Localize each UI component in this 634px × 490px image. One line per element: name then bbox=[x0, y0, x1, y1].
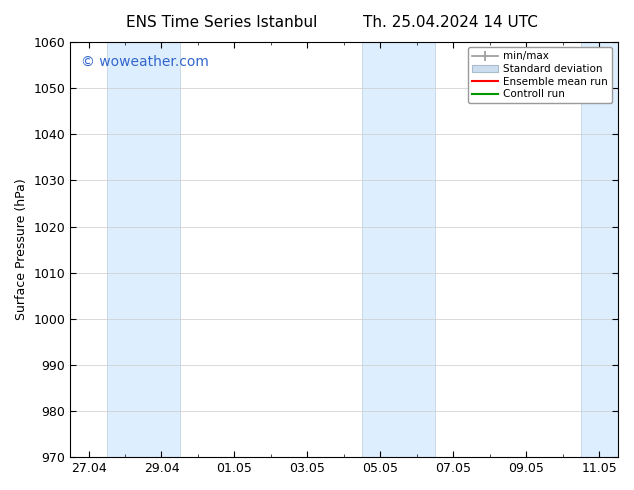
Bar bbox=[107, 42, 179, 457]
Legend: min/max, Standard deviation, Ensemble mean run, Controll run: min/max, Standard deviation, Ensemble me… bbox=[468, 47, 612, 103]
Bar bbox=[581, 42, 618, 457]
Text: ENS Time Series Istanbul: ENS Time Series Istanbul bbox=[126, 15, 318, 30]
Text: © woweather.com: © woweather.com bbox=[81, 54, 209, 69]
Y-axis label: Surface Pressure (hPa): Surface Pressure (hPa) bbox=[15, 179, 28, 320]
Bar bbox=[362, 42, 435, 457]
Text: Th. 25.04.2024 14 UTC: Th. 25.04.2024 14 UTC bbox=[363, 15, 538, 30]
